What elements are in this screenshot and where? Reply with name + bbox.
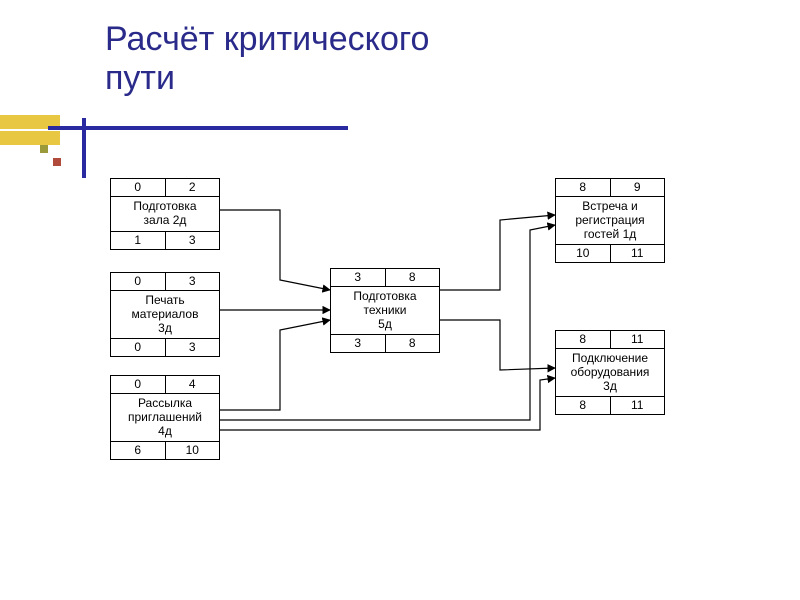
edge-0 bbox=[218, 210, 330, 290]
task-label: Встреча и регистрация гостей 1д bbox=[556, 196, 664, 245]
task-bottom-row: 610 bbox=[111, 442, 219, 459]
es-cell: 8 bbox=[556, 331, 611, 348]
deco-bullet-2 bbox=[53, 158, 61, 166]
edge-6 bbox=[218, 378, 555, 430]
task-label: Подключение оборудования 3д bbox=[556, 348, 664, 397]
lf-cell: 3 bbox=[166, 339, 220, 356]
ef-cell: 4 bbox=[166, 376, 220, 393]
ls-cell: 10 bbox=[556, 245, 611, 262]
slide: Расчёт критического пути 02Подготовка за… bbox=[0, 0, 800, 600]
task-top-row: 03 bbox=[111, 273, 219, 290]
task-bottom-row: 03 bbox=[111, 339, 219, 356]
task-label: Подготовка техники 5д bbox=[331, 286, 439, 335]
ef-cell: 3 bbox=[166, 273, 220, 290]
task-top-row: 04 bbox=[111, 376, 219, 393]
lf-cell: 8 bbox=[386, 335, 440, 352]
task-top-row: 89 bbox=[556, 179, 664, 196]
ef-cell: 9 bbox=[611, 179, 665, 196]
deco-bar-blue-vertical bbox=[82, 118, 86, 178]
task-top-row: 38 bbox=[331, 269, 439, 286]
task-node-n4: 38Подготовка техники 5д38 bbox=[330, 268, 440, 353]
es-cell: 0 bbox=[111, 376, 166, 393]
task-bottom-row: 811 bbox=[556, 397, 664, 414]
edge-2 bbox=[218, 320, 330, 410]
deco-bar-blue-horizontal bbox=[48, 126, 348, 130]
task-bottom-row: 1011 bbox=[556, 245, 664, 262]
ls-cell: 0 bbox=[111, 339, 166, 356]
deco-bar-yellow-2 bbox=[0, 131, 60, 145]
task-bottom-row: 13 bbox=[111, 232, 219, 249]
task-node-n3: 04Рассылка приглашений 4д610 bbox=[110, 375, 220, 460]
ef-cell: 2 bbox=[166, 179, 220, 196]
es-cell: 0 bbox=[111, 273, 166, 290]
deco-bullet-1 bbox=[40, 145, 48, 153]
ls-cell: 6 bbox=[111, 442, 166, 459]
ef-cell: 8 bbox=[386, 269, 440, 286]
task-node-n5: 89Встреча и регистрация гостей 1д1011 bbox=[555, 178, 665, 263]
task-bottom-row: 38 bbox=[331, 335, 439, 352]
lf-cell: 11 bbox=[611, 245, 665, 262]
lf-cell: 11 bbox=[611, 397, 665, 414]
es-cell: 8 bbox=[556, 179, 611, 196]
ef-cell: 11 bbox=[611, 331, 665, 348]
lf-cell: 3 bbox=[166, 232, 220, 249]
task-top-row: 811 bbox=[556, 331, 664, 348]
task-node-n1: 02Подготовка зала 2д13 bbox=[110, 178, 220, 250]
es-cell: 0 bbox=[111, 179, 166, 196]
task-label: Подготовка зала 2д bbox=[111, 196, 219, 232]
task-node-n2: 03Печать материалов 3д03 bbox=[110, 272, 220, 357]
task-top-row: 02 bbox=[111, 179, 219, 196]
slide-title: Расчёт критического пути bbox=[105, 20, 429, 98]
task-node-n6: 811Подключение оборудования 3д811 bbox=[555, 330, 665, 415]
lf-cell: 10 bbox=[166, 442, 220, 459]
ls-cell: 3 bbox=[331, 335, 386, 352]
task-label: Рассылка приглашений 4д bbox=[111, 393, 219, 442]
edge-3 bbox=[438, 215, 555, 290]
ls-cell: 1 bbox=[111, 232, 166, 249]
ls-cell: 8 bbox=[556, 397, 611, 414]
task-label: Печать материалов 3д bbox=[111, 290, 219, 339]
edge-4 bbox=[438, 320, 555, 370]
es-cell: 3 bbox=[331, 269, 386, 286]
